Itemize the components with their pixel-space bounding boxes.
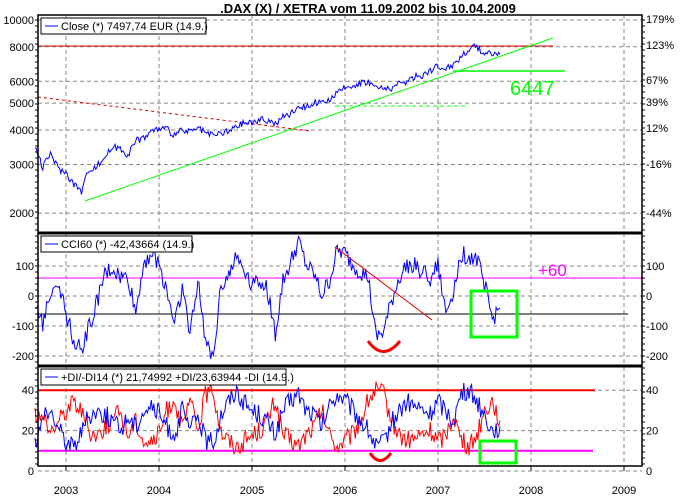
- cci-smile-marker: [366, 340, 402, 353]
- cci-legend-text: CCI60 (*) -42,43664 (14.9.): [61, 239, 194, 251]
- uptrend-line: [84, 37, 554, 202]
- y-right-tick-label: 39%: [646, 97, 668, 109]
- y-tick-label: -200: [12, 351, 34, 363]
- y-right-tick-label: 123%: [646, 40, 674, 52]
- y-tick-label: 0: [28, 466, 34, 478]
- y-tick-label: 40: [22, 385, 34, 397]
- cci-line: [34, 235, 501, 360]
- y-right-tick-label: -44%: [646, 208, 672, 220]
- support-label: 6447: [510, 78, 555, 100]
- y-right-tick-label: -16%: [646, 159, 672, 171]
- y-right-tick-label: 100: [646, 261, 664, 273]
- x-tick-label: 2003: [54, 485, 78, 497]
- di-highlight-box: [478, 439, 518, 465]
- price-legend: Close (*) 7497,74 EUR (14.9.): [40, 17, 208, 35]
- x-tick-label: 2006: [333, 485, 357, 497]
- y-tick-label: 3000: [10, 159, 34, 171]
- price-line: [34, 43, 501, 195]
- cci-highlight-box: [469, 289, 519, 339]
- y-right-tick-label: 67%: [646, 75, 668, 87]
- cci-level-label: +60: [538, 261, 567, 280]
- y-tick-label: 0: [28, 291, 34, 303]
- y-tick-label: 8000: [10, 42, 34, 54]
- y-tick-label: 100: [16, 261, 34, 273]
- y-right-tick-label: 0: [646, 291, 652, 303]
- downtrend-line: [37, 96, 311, 132]
- y-right-tick-label: 179%: [646, 14, 674, 26]
- plot-frame: [37, 14, 643, 467]
- di-plus-line: [34, 382, 501, 453]
- x-tick-label: 2008: [519, 485, 543, 497]
- y-tick-label: 10000: [3, 15, 34, 27]
- y-right-tick-label: 20: [646, 426, 658, 438]
- y-tick-label: 20: [22, 426, 34, 438]
- y-tick-label: 5000: [10, 98, 34, 110]
- di-smile-marker: [368, 452, 393, 462]
- chart-title: .DAX (X) / XETRA vom 11.09.2002 bis 10.0…: [220, 1, 516, 16]
- y-right-tick-label: 0: [646, 466, 652, 478]
- x-tick-label: 2005: [240, 485, 264, 497]
- x-tick-label: 2007: [426, 485, 450, 497]
- y-tick-label: 2000: [10, 208, 34, 220]
- y-right-tick-label: 40: [646, 385, 658, 397]
- x-tick-label: 2009: [612, 485, 636, 497]
- y-tick-label: -100: [12, 321, 34, 333]
- y-right-tick-label: -100: [646, 321, 668, 333]
- x-tick-label: 2004: [147, 485, 171, 497]
- price-legend-text: Close (*) 7497,74 EUR (14.9.): [61, 21, 208, 33]
- cci-trend-line: [334, 246, 433, 321]
- y-tick-label: 4000: [10, 125, 34, 137]
- di-legend: +DI/-DI14 (*) 21,74992 +DI/23,63944 -DI …: [40, 368, 294, 386]
- di-legend-text: +DI/-DI14 (*) 21,74992 +DI/23,63944 -DI …: [61, 372, 294, 384]
- di-minus-line: [34, 381, 501, 456]
- y-right-tick-label: -200: [646, 351, 668, 363]
- y-right-tick-label: 12%: [646, 123, 668, 135]
- y-tick-label: 6000: [10, 76, 34, 88]
- cci-legend: CCI60 (*) -42,43664 (14.9.): [40, 235, 194, 253]
